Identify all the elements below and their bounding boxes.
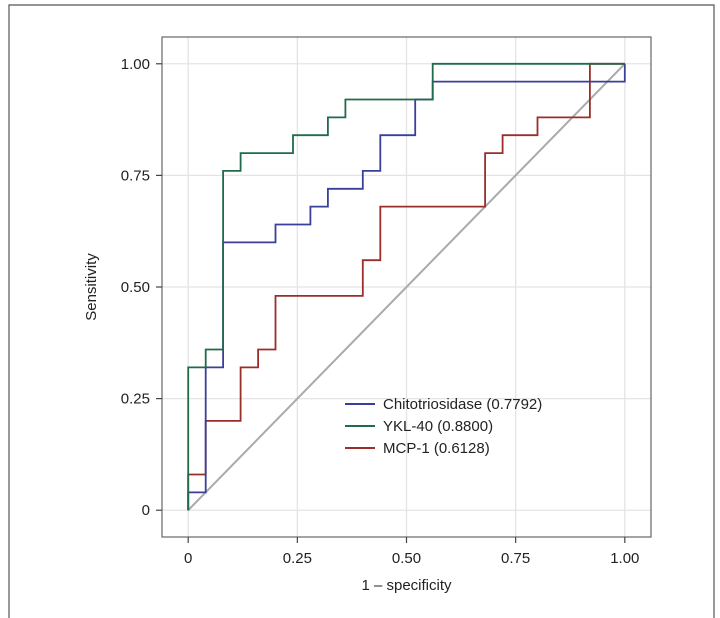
series-layer <box>187 62 626 511</box>
y-axis: 0 0.25 0.50 0.75 1.00 <box>121 56 162 519</box>
y-tick-label: 0 <box>142 502 150 519</box>
legend: Chitotriosidase (0.7792) YKL-40 (0.8800) M… <box>345 396 542 457</box>
series-line-mcp-1 <box>187 62 625 511</box>
y-axis-title: Sensitivity <box>83 253 100 321</box>
reference-diagonal <box>187 63 626 511</box>
y-tick-label: 0.50 <box>121 279 150 296</box>
x-tick-label: 0.50 <box>392 550 421 567</box>
series-line-ykl-40 <box>187 62 625 511</box>
legend-label: Chitotriosidase (0.7792) <box>383 396 542 413</box>
y-tick-label: 0.25 <box>121 391 150 408</box>
figure-frame <box>8 4 715 618</box>
y-tick-label: 0.75 <box>121 167 150 184</box>
x-tick-label: 1.00 <box>610 550 639 567</box>
x-tick-label: 0.75 <box>501 550 530 567</box>
legend-label: YKL-40 (0.8800) <box>383 418 493 435</box>
y-tick-label: 1.00 <box>121 56 150 73</box>
x-axis-title: 1 – specificity <box>361 577 452 594</box>
x-tick-label: 0 <box>184 550 192 567</box>
x-axis: 0 0.25 0.50 0.75 1.00 <box>184 537 639 567</box>
x-tick-label: 0.25 <box>283 550 312 567</box>
legend-label: MCP-1 (0.6128) <box>383 440 490 457</box>
